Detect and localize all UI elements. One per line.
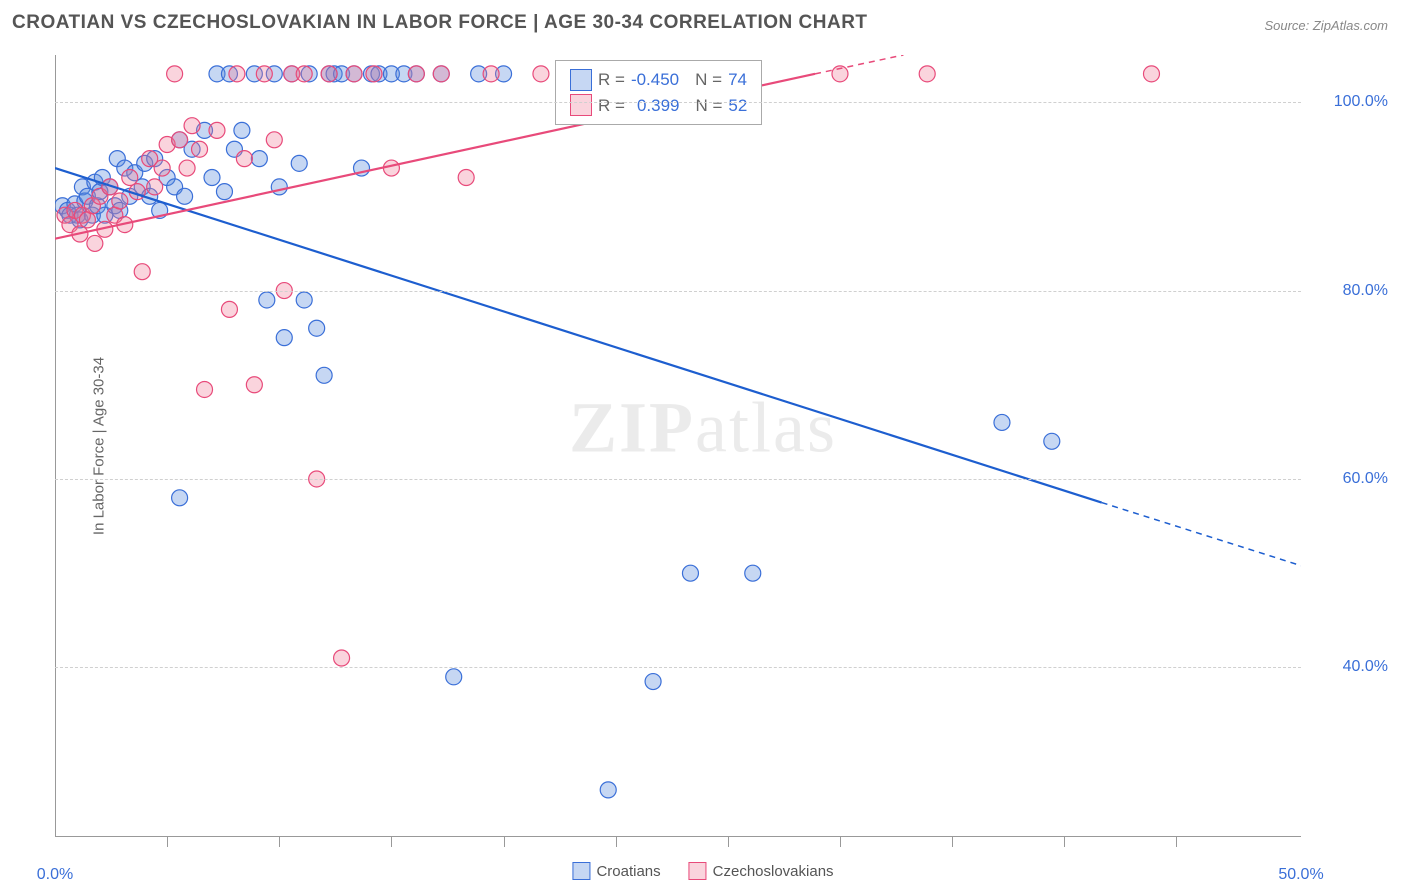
y-tick-label: 60.0% xyxy=(1343,470,1388,488)
stats-swatch-croatians xyxy=(570,69,592,91)
stats-row-czech: R = 0.399 N = 52 xyxy=(570,93,747,119)
y-tick-label: 40.0% xyxy=(1343,658,1388,676)
r-label: R = xyxy=(598,67,625,93)
stats-swatch-czech xyxy=(570,94,592,116)
legend-label-croatians: Croatians xyxy=(596,863,660,880)
stats-row-croatians: R = -0.450 N = 74 xyxy=(570,67,747,93)
r-value-croatians: -0.450 xyxy=(631,67,679,93)
n-label: N = xyxy=(695,67,722,93)
y-tick-label: 100.0% xyxy=(1334,93,1388,111)
legend-swatch-croatians xyxy=(572,862,590,880)
stats-legend: R = -0.450 N = 74 R = 0.399 N = 52 xyxy=(555,60,762,125)
legend-item-croatians: Croatians xyxy=(572,862,660,880)
legend-item-czech: Czechoslovakians xyxy=(689,862,834,880)
r-label: R = xyxy=(598,93,625,119)
x-tick-label: 50.0% xyxy=(1278,866,1323,884)
chart-plot-area xyxy=(55,55,1301,837)
x-tick-label: 0.0% xyxy=(37,866,73,884)
legend-label-czech: Czechoslovakians xyxy=(713,863,834,880)
y-tick-label: 80.0% xyxy=(1343,282,1388,300)
n-value-czech: 52 xyxy=(728,93,747,119)
n-value-croatians: 74 xyxy=(728,67,747,93)
r-value-czech: 0.399 xyxy=(637,93,680,119)
chart-title: CROATIAN VS CZECHOSLOVAKIAN IN LABOR FOR… xyxy=(12,12,868,34)
n-label: N = xyxy=(695,93,722,119)
bottom-legend: Croatians Czechoslovakians xyxy=(572,862,833,880)
source-label: Source: ZipAtlas.com xyxy=(1264,18,1388,33)
legend-swatch-czech xyxy=(689,862,707,880)
